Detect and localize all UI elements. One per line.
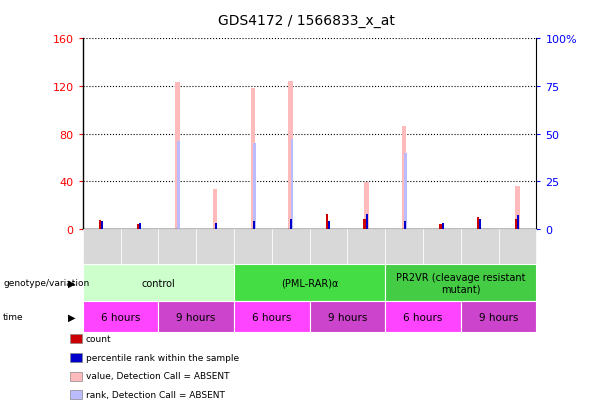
Bar: [251, 89, 255, 229]
Text: 6 hours: 6 hours: [101, 312, 140, 322]
Bar: [291, 220, 292, 229]
Bar: [404, 153, 407, 229]
Bar: [439, 225, 442, 229]
Bar: [366, 214, 368, 229]
Bar: [515, 187, 520, 229]
Bar: [364, 183, 368, 229]
Text: control: control: [142, 278, 175, 288]
Bar: [213, 190, 218, 229]
Text: 6 hours: 6 hours: [252, 312, 291, 322]
Text: (PML-RAR)α: (PML-RAR)α: [281, 278, 338, 288]
Bar: [477, 217, 479, 229]
Text: count: count: [86, 334, 112, 343]
Bar: [479, 220, 481, 229]
Text: ▶: ▶: [68, 312, 75, 322]
Text: ▶: ▶: [68, 278, 75, 288]
Bar: [253, 144, 256, 229]
Bar: [517, 216, 519, 229]
Bar: [402, 127, 406, 229]
Bar: [291, 140, 294, 229]
Bar: [442, 223, 444, 229]
Bar: [364, 220, 366, 229]
Bar: [175, 83, 180, 229]
Text: rank, Detection Call = ABSENT: rank, Detection Call = ABSENT: [86, 390, 225, 399]
Bar: [177, 142, 180, 229]
Bar: [253, 222, 254, 229]
Bar: [404, 222, 406, 229]
Text: 9 hours: 9 hours: [328, 312, 367, 322]
Text: time: time: [3, 313, 24, 321]
Text: percentile rank within the sample: percentile rank within the sample: [86, 353, 239, 362]
Text: 6 hours: 6 hours: [403, 312, 443, 322]
Text: 9 hours: 9 hours: [479, 312, 518, 322]
Bar: [102, 222, 104, 229]
Text: value, Detection Call = ABSENT: value, Detection Call = ABSENT: [86, 371, 229, 380]
Text: GDS4172 / 1566833_x_at: GDS4172 / 1566833_x_at: [218, 14, 395, 28]
Bar: [137, 225, 139, 229]
Bar: [288, 82, 293, 229]
Bar: [329, 222, 330, 229]
Bar: [326, 215, 329, 229]
Text: 9 hours: 9 hours: [177, 312, 216, 322]
Bar: [139, 223, 141, 229]
Bar: [99, 221, 102, 229]
Text: PR2VR (cleavage resistant
mutant): PR2VR (cleavage resistant mutant): [396, 272, 525, 294]
Bar: [515, 220, 517, 229]
Text: genotype/variation: genotype/variation: [3, 278, 89, 287]
Bar: [215, 223, 217, 229]
